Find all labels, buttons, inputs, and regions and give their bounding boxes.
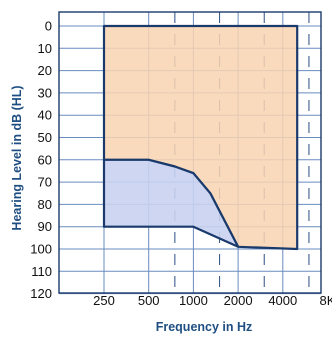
y-tick-label: 60 bbox=[38, 152, 52, 167]
y-tick-label: 110 bbox=[31, 264, 52, 279]
y-tick-labels: 0 10 20 30 40 50 60 70 80 90 100 110 120 bbox=[30, 19, 52, 302]
y-tick-label: 0 bbox=[45, 19, 52, 34]
x-axis-title: Frequency in Hz bbox=[156, 320, 253, 334]
y-tick-label: 70 bbox=[38, 175, 52, 190]
y-axis-title: Hearing Level in dB (HL) bbox=[10, 85, 24, 230]
y-tick-label: 30 bbox=[38, 85, 52, 100]
y-tick-label: 90 bbox=[38, 219, 52, 234]
y-tick-label: 120 bbox=[30, 286, 52, 301]
plot-border bbox=[58, 11, 322, 294]
x-tick-label: 8K bbox=[320, 293, 332, 308]
series-areas bbox=[102, 24, 299, 251]
x-tick-label: 4000 bbox=[268, 293, 297, 308]
x-tick-labels: 250 500 1000 2000 4000 8K bbox=[93, 293, 332, 308]
x-tick-label: 250 bbox=[93, 293, 115, 308]
y-tick-label: 20 bbox=[38, 63, 52, 78]
y-tick-label: 40 bbox=[38, 108, 52, 123]
x-tick-label: 1000 bbox=[179, 293, 208, 308]
y-tick-label: 50 bbox=[38, 130, 52, 145]
x-tick-label: 2000 bbox=[224, 293, 253, 308]
plot-area bbox=[58, 11, 322, 295]
y-tick-label: 100 bbox=[30, 242, 52, 257]
y-tick-label: 80 bbox=[38, 197, 52, 212]
x-tick-label: 500 bbox=[138, 293, 160, 308]
blue-region bbox=[102, 158, 240, 248]
y-tick-label: 10 bbox=[38, 41, 52, 56]
